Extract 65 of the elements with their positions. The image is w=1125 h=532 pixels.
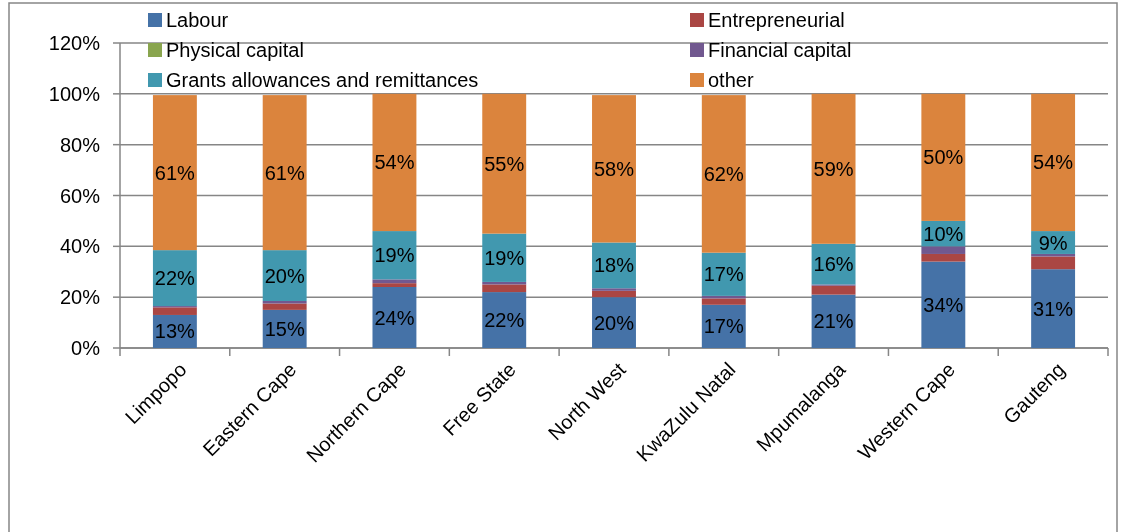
data-label: 59% — [813, 157, 854, 180]
data-label: 13% — [154, 320, 196, 343]
data-label: 22% — [154, 267, 196, 290]
legend-label: Grants allowances and remittances — [166, 69, 479, 91]
data-label: 15% — [264, 317, 305, 340]
bar — [152, 95, 197, 251]
bar — [482, 93, 527, 234]
bar — [921, 93, 966, 221]
bar — [372, 283, 417, 287]
y-tick-label: 100% — [48, 82, 101, 105]
bar — [262, 300, 307, 304]
data-label: 62% — [703, 162, 745, 185]
y-tick-label: 40% — [59, 235, 101, 258]
bar — [1031, 269, 1076, 348]
bar — [262, 303, 307, 310]
data-label: 61% — [154, 161, 196, 184]
legend-label: other — [708, 69, 754, 91]
data-label: 19% — [374, 244, 415, 267]
bar — [592, 290, 636, 298]
bar — [811, 93, 856, 244]
legend-label: Physical capital — [166, 39, 304, 61]
y-tick-label: 0% — [71, 337, 101, 359]
bar — [701, 298, 746, 305]
legend-label: Labour — [166, 9, 229, 31]
y-tick-label: 60% — [59, 184, 101, 207]
data-label: 54% — [374, 151, 415, 174]
data-label: 10% — [923, 222, 964, 245]
y-tick-label: 20% — [59, 286, 101, 309]
data-label: 54% — [1033, 151, 1074, 174]
bar — [152, 307, 197, 315]
data-label: 17% — [703, 263, 745, 286]
bar — [592, 288, 636, 291]
data-label: 24% — [374, 306, 415, 329]
bar — [1031, 253, 1076, 257]
bar — [372, 93, 417, 232]
data-label: 9% — [1038, 231, 1068, 254]
data-label: 20% — [264, 264, 305, 287]
bar — [592, 95, 636, 243]
data-label: 50% — [923, 146, 964, 169]
bar — [262, 95, 307, 251]
bar — [1031, 256, 1076, 270]
data-label: 61% — [264, 161, 305, 184]
y-tick-label: 80% — [59, 133, 101, 156]
bar — [921, 253, 966, 262]
data-label: 20% — [593, 311, 635, 334]
data-label: 21% — [813, 310, 854, 333]
y-tick-label: 120% — [48, 32, 101, 54]
data-label: 34% — [923, 293, 964, 316]
data-label: 18% — [593, 254, 635, 277]
bar — [701, 95, 746, 253]
bar — [482, 284, 527, 293]
data-label: 22% — [484, 309, 525, 332]
legend-label: Entrepreneurial — [708, 9, 845, 31]
bar — [921, 261, 966, 348]
legend-label: Financial capital — [708, 39, 852, 61]
bar — [1031, 93, 1076, 232]
data-label: 31% — [1033, 297, 1074, 320]
bar — [372, 279, 417, 284]
bar — [811, 285, 856, 295]
bar — [921, 246, 966, 254]
data-label: 55% — [484, 152, 525, 175]
data-label: 17% — [703, 315, 745, 338]
data-label: 16% — [813, 253, 854, 276]
data-label: 58% — [593, 157, 635, 180]
data-label: 19% — [484, 246, 525, 269]
